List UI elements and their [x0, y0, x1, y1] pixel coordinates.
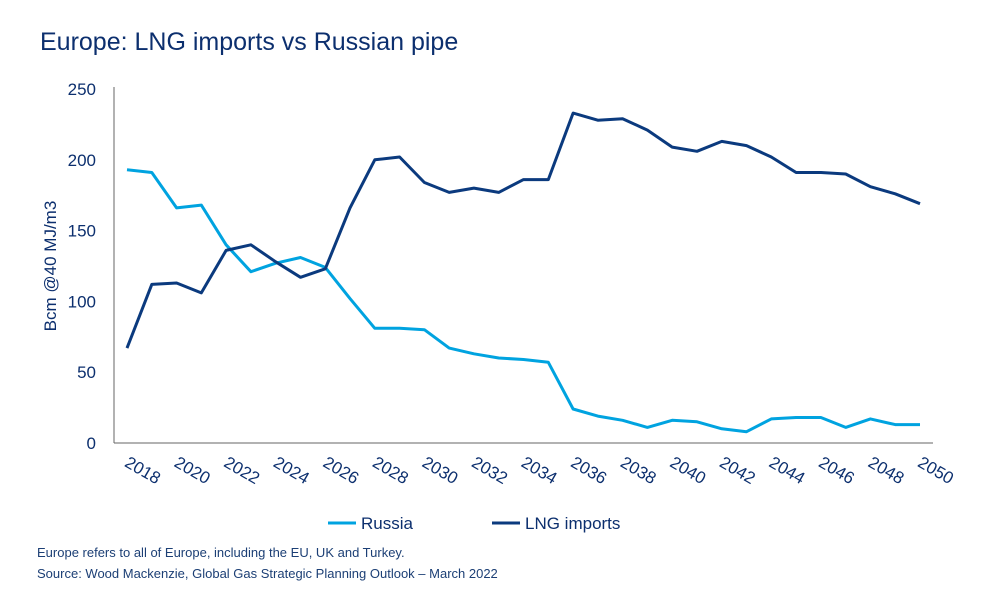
y-tick-label: 50 [77, 363, 96, 382]
x-tick-label: 2040 [667, 453, 709, 488]
chart-title: Europe: LNG imports vs Russian pipe [40, 28, 459, 56]
y-tick-label: 250 [68, 80, 96, 99]
x-tick-label: 2030 [419, 453, 461, 488]
x-tick-label: 2024 [270, 453, 312, 488]
footnote-source: Source: Wood Mackenzie, Global Gas Strat… [37, 566, 498, 581]
x-tick-label: 2038 [617, 453, 659, 488]
legend-label: Russia [361, 514, 414, 533]
footnote-scope: Europe refers to all of Europe, includin… [37, 545, 405, 560]
x-tick-label: 2020 [171, 453, 213, 488]
x-tick-label: 2032 [469, 453, 511, 488]
legend-label: LNG imports [525, 514, 620, 533]
x-tick-label: 2036 [568, 453, 610, 488]
x-tick-label: 2050 [915, 453, 957, 488]
y-tick-label: 200 [68, 151, 96, 170]
x-tick-label: 2044 [766, 453, 808, 488]
x-tick-label: 2034 [518, 453, 560, 488]
x-tick-label: 2048 [865, 453, 907, 488]
y-tick-label: 0 [87, 434, 96, 453]
y-axis-label: Bcm @40 MJ/m3 [41, 201, 60, 332]
series-line-lng-imports [125, 111, 921, 349]
x-tick-label: 2018 [122, 453, 164, 488]
x-tick-label: 2026 [320, 453, 362, 488]
series-line-russia [126, 168, 920, 434]
x-tick-label: 2046 [815, 453, 857, 488]
x-tick-label: 2042 [716, 453, 758, 488]
x-tick-label: 2028 [369, 453, 411, 488]
x-tick-label: 2022 [221, 453, 263, 488]
y-tick-label: 100 [68, 292, 96, 311]
y-tick-label: 150 [68, 222, 96, 241]
